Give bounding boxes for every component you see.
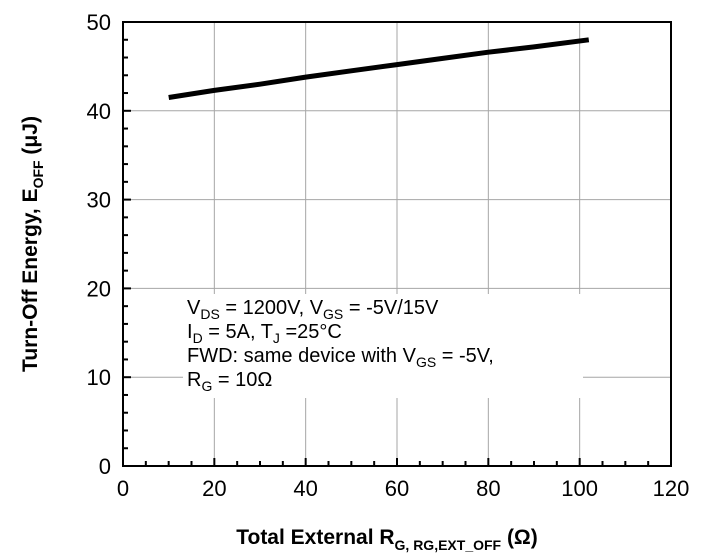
annotation-subscript: GS	[323, 306, 343, 322]
y-tick-label: 40	[87, 99, 111, 124]
x-axis-title-unit: (Ω)	[501, 526, 538, 549]
axis-ticks	[122, 21, 672, 467]
x-tick-label: 20	[202, 476, 226, 501]
annotation-text: = 1200V, V	[220, 297, 324, 319]
annotation-background	[183, 294, 583, 398]
series-layer	[168, 37, 590, 100]
x-tick-label: 100	[561, 476, 598, 501]
x-tick-label: 40	[293, 476, 317, 501]
y-axis-title-main: Turn-Off Energy, E	[19, 188, 42, 372]
x-axis-title-main: Total External R	[236, 526, 394, 549]
x-axis-tick-labels: 0 20 40 60 80 100 120	[117, 476, 689, 501]
annotation-subscript: D	[193, 330, 203, 346]
annotation-line: ID = 5A, TJ =25°C	[187, 321, 342, 346]
y-axis-title-subscript: OFF	[30, 160, 46, 188]
annotation-text: FWD: same device with V	[187, 345, 417, 367]
annotation-text: V	[187, 297, 201, 319]
series-line	[168, 37, 590, 100]
y-tick-label: 20	[87, 276, 111, 301]
annotation-subscript: J	[273, 330, 280, 346]
y-axis-title: Turn-Off Energy, EOFF (μJ)	[19, 116, 46, 372]
annotation-subscript: G	[201, 378, 212, 394]
annotation-text: = 5A, T	[203, 321, 273, 343]
x-tick-label: 120	[653, 476, 690, 501]
annotation-subscript: GS	[416, 354, 436, 370]
x-tick-label: 60	[385, 476, 409, 501]
x-tick-label: 80	[476, 476, 500, 501]
annotation-text: = -5V,	[436, 345, 494, 367]
y-tick-label: 0	[99, 454, 111, 479]
annotation-line: FWD: same device with VGS = -5V,	[187, 345, 494, 370]
x-axis-title: Total External RG, RG,EXT_OFF (Ω)	[236, 526, 538, 553]
annotation-text: =25°C	[280, 321, 342, 343]
annotation-subscript: DS	[200, 306, 219, 322]
x-axis-title-subscript: G, RG,EXT_OFF	[395, 537, 502, 553]
annotation-text: = 10Ω	[212, 369, 272, 391]
y-axis-title-unit: (μJ)	[19, 116, 42, 160]
y-tick-label: 50	[87, 10, 111, 35]
grid-lines	[123, 22, 671, 466]
annotation-text: I	[187, 321, 193, 343]
x-tick-label: 0	[117, 476, 129, 501]
annotation-line: VDS = 1200V, VGS = -5V/15V	[187, 297, 439, 322]
y-tick-label: 30	[87, 188, 111, 213]
y-axis-tick-labels: 0 10 20 30 40 50	[87, 10, 111, 479]
annotation-text: R	[187, 369, 201, 391]
y-tick-label: 10	[87, 365, 111, 390]
annotation-text: = -5V/15V	[343, 297, 439, 319]
annotation-line: RG = 10Ω	[187, 369, 272, 394]
